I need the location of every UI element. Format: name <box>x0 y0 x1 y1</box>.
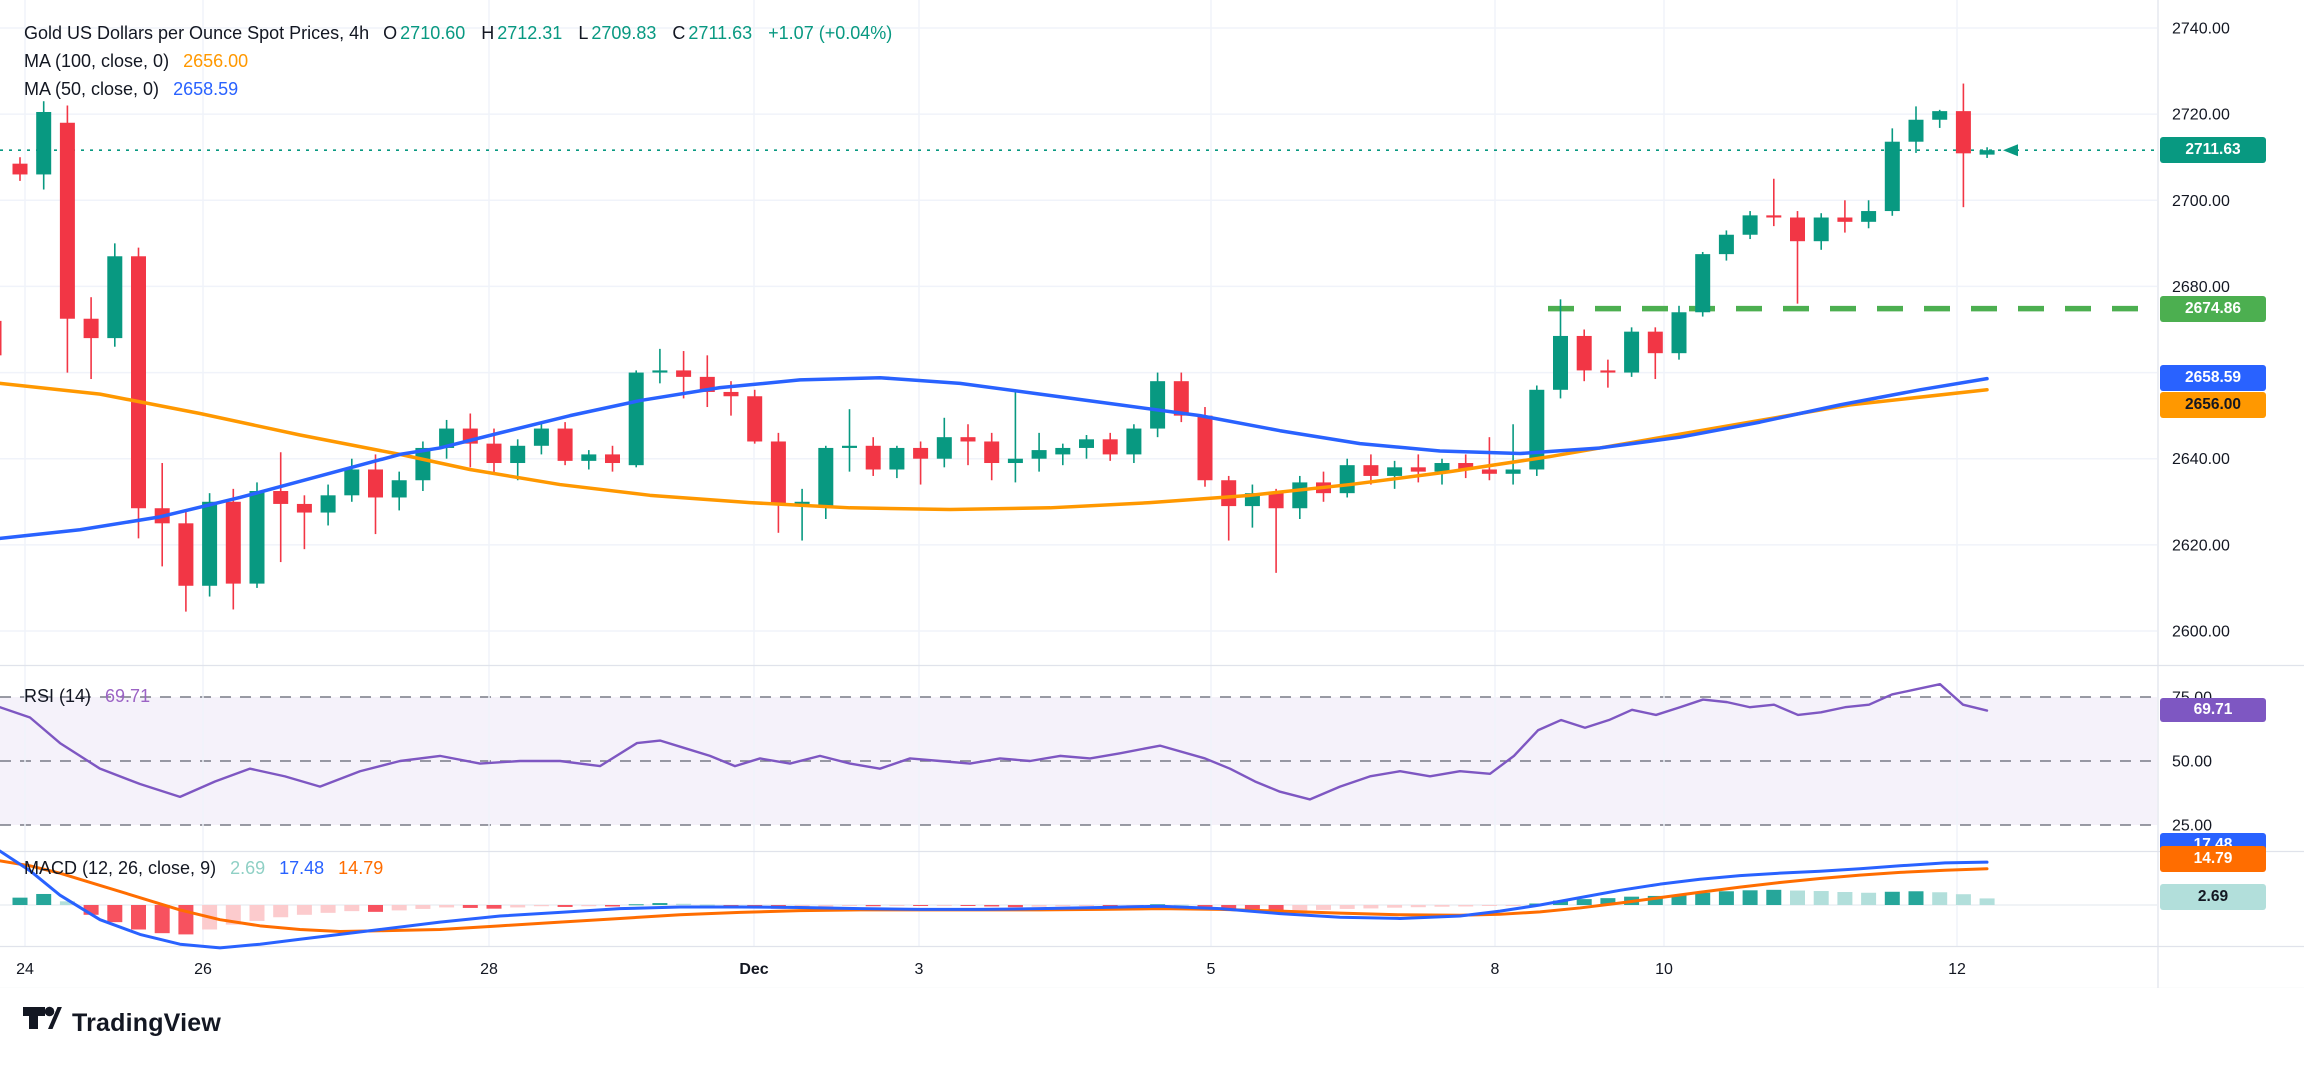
svg-text:2680.00: 2680.00 <box>2172 279 2230 296</box>
low-value: 2709.83 <box>591 23 657 43</box>
svg-text:28: 28 <box>480 961 498 978</box>
ma50-value: 2658.59 <box>173 79 239 99</box>
symbol-title: Gold US Dollars per Ounce Spot Prices, 4… <box>24 23 370 43</box>
tradingview-logo-link[interactable]: TradingView <box>22 1006 221 1040</box>
svg-text:2700.00: 2700.00 <box>2172 193 2230 210</box>
open-value: 2710.60 <box>400 23 466 43</box>
rsi-value: 69.71 <box>105 686 151 706</box>
macd-line-value: 17.48 <box>279 858 325 878</box>
macd-hist-badge: 2.69 <box>2160 884 2266 910</box>
svg-text:8: 8 <box>1491 961 1500 978</box>
rsi-value-badge: 69.71 <box>2160 698 2266 722</box>
footer: TradingView <box>0 988 2304 1066</box>
tradingview-logo-icon <box>23 1006 62 1029</box>
svg-text:5: 5 <box>1207 961 1216 978</box>
svg-text:Dec: Dec <box>739 961 768 978</box>
svg-text:12: 12 <box>1948 961 1966 978</box>
high-label: H <box>481 23 495 43</box>
rsi-label: RSI (14) <box>24 686 92 706</box>
macd-label: MACD (12, 26, close, 9) <box>24 858 217 878</box>
svg-text:3: 3 <box>915 961 924 978</box>
current-price-badge: 2711.63 <box>2160 137 2266 163</box>
svg-text:50.00: 50.00 <box>2172 754 2212 771</box>
support-price-badge: 2674.86 <box>2160 296 2266 322</box>
macd-legend: MACD (12, 26, close, 9) 2.69 17.48 14.79 <box>24 858 383 879</box>
svg-text:2600.00: 2600.00 <box>2172 623 2230 640</box>
chart-canvas[interactable]: 2740.002720.002700.002680.002660.002640.… <box>0 0 2304 988</box>
ma50-label: MA (50, close, 0) <box>24 79 160 99</box>
svg-text:2720.00: 2720.00 <box>2172 107 2230 124</box>
svg-text:26: 26 <box>194 961 212 978</box>
rsi-legend: RSI (14) 69.71 <box>24 686 150 707</box>
svg-text:10: 10 <box>1655 961 1673 978</box>
macd-hist-value: 2.69 <box>230 858 266 878</box>
close-value: 2711.63 <box>688 23 753 43</box>
ma100-price-badge: 2656.00 <box>2160 392 2266 418</box>
svg-text:2640.00: 2640.00 <box>2172 451 2230 468</box>
ohlc-values: O 2710.60 H 2712.31 L 2709.83 C 2711.63 +1.0… <box>383 23 892 44</box>
symbol-legend: Gold US Dollars per Ounce Spot Prices, 4… <box>24 23 892 44</box>
ma100-legend: MA (100, close, 0) 2656.00 <box>24 51 248 72</box>
ma50-price-badge: 2658.59 <box>2160 365 2266 391</box>
ma100-value: 2656.00 <box>183 51 249 71</box>
change-value: +1.07 (+0.04%) <box>768 23 893 43</box>
tradingview-logo-text: TradingView <box>72 1008 222 1037</box>
svg-text:24: 24 <box>16 961 34 978</box>
svg-text:2740.00: 2740.00 <box>2172 21 2230 38</box>
macd-signal-value: 14.79 <box>338 858 384 878</box>
open-label: O <box>383 23 398 43</box>
close-label: C <box>672 23 686 43</box>
svg-text:2620.00: 2620.00 <box>2172 537 2230 554</box>
high-value: 2712.31 <box>497 23 563 43</box>
macd-signal-badge: 14.79 <box>2160 846 2266 872</box>
svg-text:25.00: 25.00 <box>2172 818 2212 835</box>
ma100-label: MA (100, close, 0) <box>24 51 170 71</box>
low-label: L <box>578 23 589 43</box>
ma50-legend: MA (50, close, 0) 2658.59 <box>24 79 238 100</box>
